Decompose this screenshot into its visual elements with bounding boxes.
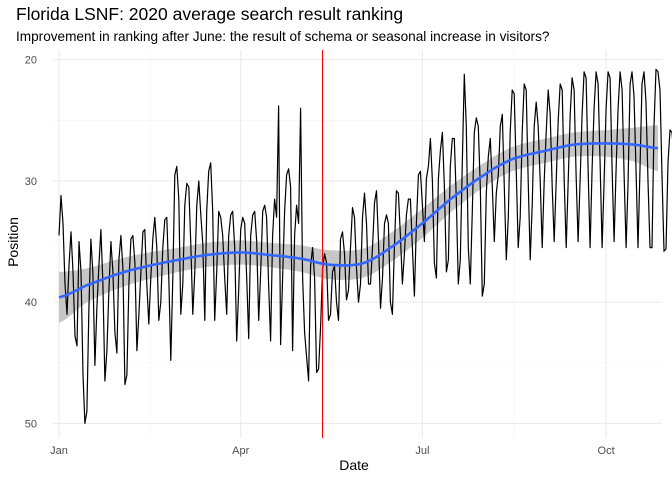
confidence-band <box>59 125 658 323</box>
x-tick-label: Jul <box>415 445 429 457</box>
series-line <box>58 68 672 424</box>
x-tick-label: Jan <box>50 445 68 457</box>
y-tick-label: 20 <box>25 55 37 67</box>
y-tick-label: 40 <box>25 297 37 309</box>
y-tick-label: 30 <box>25 176 37 188</box>
x-tick-label: Oct <box>598 445 615 457</box>
chart-title: Florida LSNF: 2020 average search result… <box>16 4 404 24</box>
x-tick-labels: Jan Apr Jul Oct <box>50 445 615 457</box>
series-layer <box>58 68 672 424</box>
y-tick-labels: 20 30 40 50 <box>25 55 37 431</box>
chart-subtitle: Improvement in ranking after June: the r… <box>16 29 550 44</box>
trend-layer <box>58 142 659 299</box>
y-axis-title: Position <box>5 217 21 267</box>
y-tick-label: 50 <box>25 418 37 430</box>
x-axis-title: Date <box>339 457 369 473</box>
x-tick-label: Apr <box>232 445 249 457</box>
trend-line <box>58 142 659 299</box>
confidence-band-layer <box>59 125 658 323</box>
